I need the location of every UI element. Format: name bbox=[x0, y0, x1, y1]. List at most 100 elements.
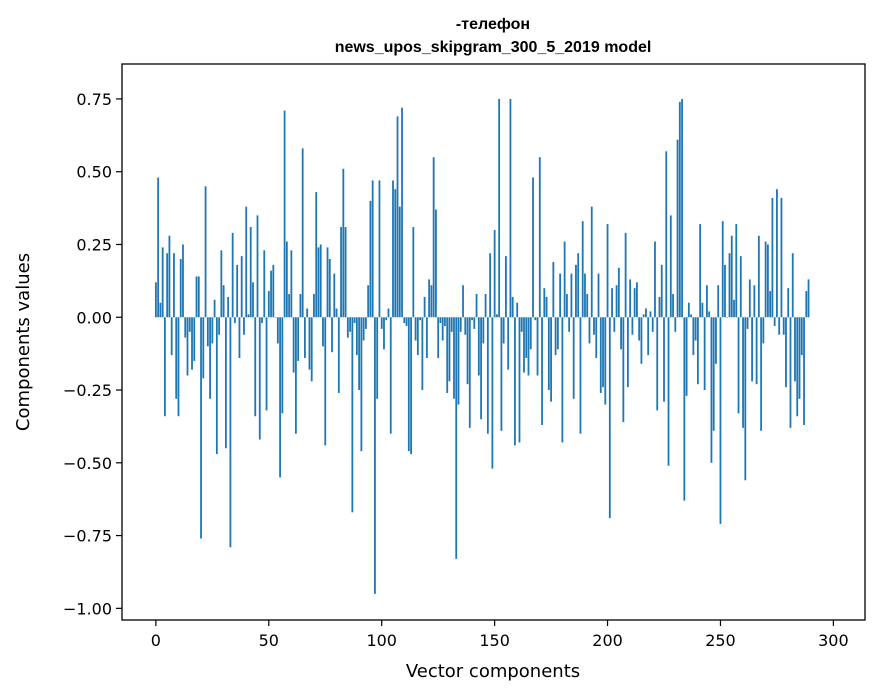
x-tick-label: 300 bbox=[818, 631, 849, 650]
bar bbox=[667, 317, 670, 466]
bar bbox=[224, 317, 227, 449]
bar bbox=[360, 317, 363, 452]
bar bbox=[791, 253, 794, 318]
bar bbox=[473, 317, 476, 329]
y-axis-ticks: −1.00 −0.75 −0.50 −0.25 0.00 0.25 0.50 0.75 bbox=[63, 90, 122, 618]
bar bbox=[276, 317, 279, 344]
bar bbox=[414, 317, 417, 341]
bar bbox=[737, 317, 740, 414]
bar bbox=[294, 317, 297, 434]
bar bbox=[599, 317, 602, 393]
bar bbox=[728, 253, 731, 318]
bar bbox=[706, 285, 708, 318]
chart-title-line2: news_upos_skipgram_300_5_2019 model bbox=[335, 39, 652, 56]
y-tick-label: 0.25 bbox=[76, 235, 112, 254]
bar bbox=[577, 253, 580, 318]
bar bbox=[159, 302, 162, 318]
bar bbox=[186, 317, 189, 376]
bar bbox=[606, 224, 609, 318]
bar bbox=[778, 317, 781, 335]
bar bbox=[173, 253, 175, 318]
bar bbox=[344, 227, 347, 318]
x-tick-label: 200 bbox=[592, 631, 623, 650]
x-axis-ticks: 0 50 100 150 200 250 300 bbox=[151, 620, 849, 650]
bar bbox=[495, 314, 498, 318]
bar bbox=[245, 206, 248, 318]
bar bbox=[475, 293, 478, 318]
bar bbox=[638, 317, 641, 341]
bar bbox=[645, 308, 647, 318]
bar bbox=[534, 317, 537, 321]
bar bbox=[511, 296, 514, 318]
bar bbox=[651, 317, 654, 332]
bar bbox=[229, 317, 232, 548]
bar bbox=[626, 317, 629, 388]
bar bbox=[267, 291, 270, 318]
bar bbox=[491, 317, 494, 469]
bar bbox=[636, 282, 638, 318]
bar bbox=[733, 299, 735, 318]
bar bbox=[389, 317, 392, 434]
bar bbox=[211, 317, 214, 344]
bar bbox=[622, 317, 625, 423]
bar bbox=[796, 317, 799, 417]
bar bbox=[613, 317, 616, 332]
bar bbox=[154, 282, 157, 318]
bar bbox=[509, 98, 512, 318]
y-tick-label: −0.50 bbox=[63, 454, 112, 473]
bar bbox=[721, 221, 724, 318]
bar bbox=[597, 273, 600, 318]
bar bbox=[279, 317, 281, 478]
bar bbox=[730, 235, 733, 318]
x-tick-label: 50 bbox=[259, 631, 279, 650]
bar bbox=[615, 285, 618, 318]
bar bbox=[742, 317, 744, 428]
bar bbox=[326, 247, 329, 318]
bar bbox=[166, 253, 169, 318]
bar bbox=[412, 227, 415, 318]
bar bbox=[776, 189, 778, 318]
bar bbox=[699, 224, 702, 318]
bar bbox=[335, 308, 338, 318]
y-tick-label: 0.75 bbox=[76, 90, 112, 109]
bar bbox=[787, 288, 790, 318]
x-tick-label: 100 bbox=[366, 631, 397, 650]
bar bbox=[270, 270, 272, 318]
bar bbox=[306, 308, 309, 318]
y-tick-label: −1.00 bbox=[63, 599, 112, 618]
bar bbox=[331, 317, 333, 353]
bar bbox=[608, 317, 611, 519]
bar bbox=[748, 279, 751, 318]
bar bbox=[435, 209, 437, 318]
bar bbox=[541, 317, 543, 425]
bar bbox=[604, 317, 607, 405]
bar bbox=[317, 247, 320, 318]
bar bbox=[283, 110, 286, 318]
bar bbox=[398, 206, 401, 318]
bar bbox=[477, 317, 480, 376]
bar bbox=[703, 317, 706, 391]
bar bbox=[256, 215, 259, 318]
bar bbox=[568, 317, 571, 332]
bar bbox=[265, 317, 268, 411]
bar bbox=[800, 317, 803, 356]
bar bbox=[206, 317, 209, 347]
bar bbox=[457, 317, 460, 405]
bar bbox=[803, 317, 805, 425]
bar bbox=[263, 250, 266, 318]
bar bbox=[744, 317, 747, 481]
bar bbox=[552, 261, 555, 318]
bar bbox=[654, 241, 656, 318]
bar bbox=[500, 317, 503, 431]
bar bbox=[584, 273, 586, 318]
bar bbox=[425, 317, 428, 359]
bar bbox=[193, 317, 196, 361]
bar bbox=[446, 317, 449, 393]
bar bbox=[450, 317, 453, 332]
bar bbox=[486, 317, 489, 434]
bar bbox=[602, 317, 604, 388]
bar bbox=[464, 317, 467, 335]
bar bbox=[322, 317, 324, 347]
bar bbox=[631, 317, 634, 335]
